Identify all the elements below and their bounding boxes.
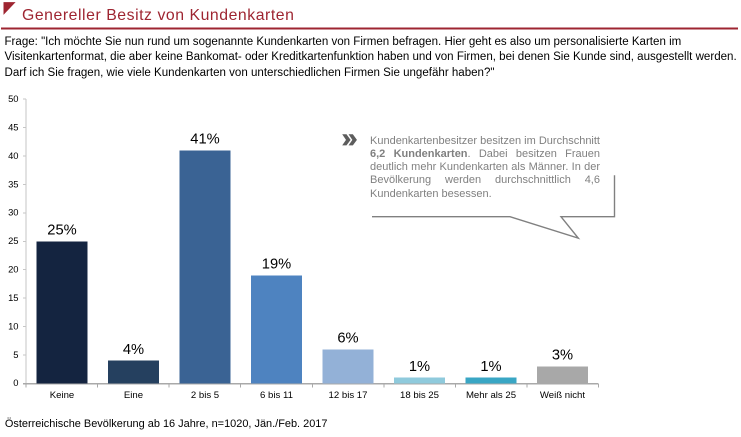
svg-text:40: 40 — [8, 150, 18, 161]
svg-text:10: 10 — [8, 320, 18, 331]
svg-text:Keine: Keine — [50, 390, 75, 401]
svg-text:Mehr als 25: Mehr als 25 — [466, 390, 516, 401]
svg-text:50: 50 — [8, 93, 18, 104]
svg-text:Weiß nicht: Weiß nicht — [540, 390, 585, 401]
svg-text:6%: 6% — [337, 331, 358, 347]
svg-text:25%: 25% — [47, 223, 76, 239]
svg-text:3%: 3% — [552, 348, 573, 364]
svg-text:15: 15 — [8, 292, 18, 303]
svg-text:19%: 19% — [262, 257, 291, 273]
svg-text:Eine: Eine — [124, 390, 143, 401]
svg-text:35: 35 — [8, 178, 18, 189]
svg-text:45: 45 — [8, 121, 18, 132]
svg-text:4%: 4% — [123, 342, 144, 358]
svg-text:0: 0 — [13, 377, 18, 388]
svg-text:25: 25 — [8, 235, 18, 246]
svg-text:6 bis 11: 6 bis 11 — [260, 390, 293, 401]
svg-text:30: 30 — [8, 207, 18, 218]
svg-text:1%: 1% — [409, 359, 430, 375]
svg-text:1%: 1% — [480, 359, 501, 375]
svg-text:41%: 41% — [190, 132, 219, 148]
svg-text:18 bis 25: 18 bis 25 — [400, 390, 439, 401]
svg-text:20: 20 — [8, 264, 18, 275]
svg-text:2 bis 5: 2 bis 5 — [191, 390, 219, 401]
svg-text:12 bis 17: 12 bis 17 — [329, 390, 368, 401]
svg-text:5: 5 — [13, 349, 18, 360]
